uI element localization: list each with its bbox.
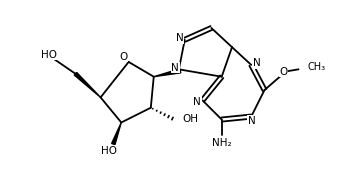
Text: HO: HO [41, 50, 57, 60]
Text: O: O [279, 67, 288, 77]
Text: NH₂: NH₂ [212, 138, 232, 148]
Text: O: O [119, 52, 128, 62]
Polygon shape [112, 123, 121, 145]
Text: HO: HO [101, 146, 117, 156]
Text: N: N [248, 116, 256, 126]
Text: CH₃: CH₃ [307, 62, 325, 72]
Text: N: N [175, 33, 183, 43]
Text: OH: OH [183, 114, 199, 124]
Polygon shape [74, 73, 101, 97]
Text: N: N [171, 63, 179, 73]
Text: N: N [253, 58, 260, 68]
Text: N: N [193, 97, 201, 107]
Polygon shape [154, 69, 181, 77]
